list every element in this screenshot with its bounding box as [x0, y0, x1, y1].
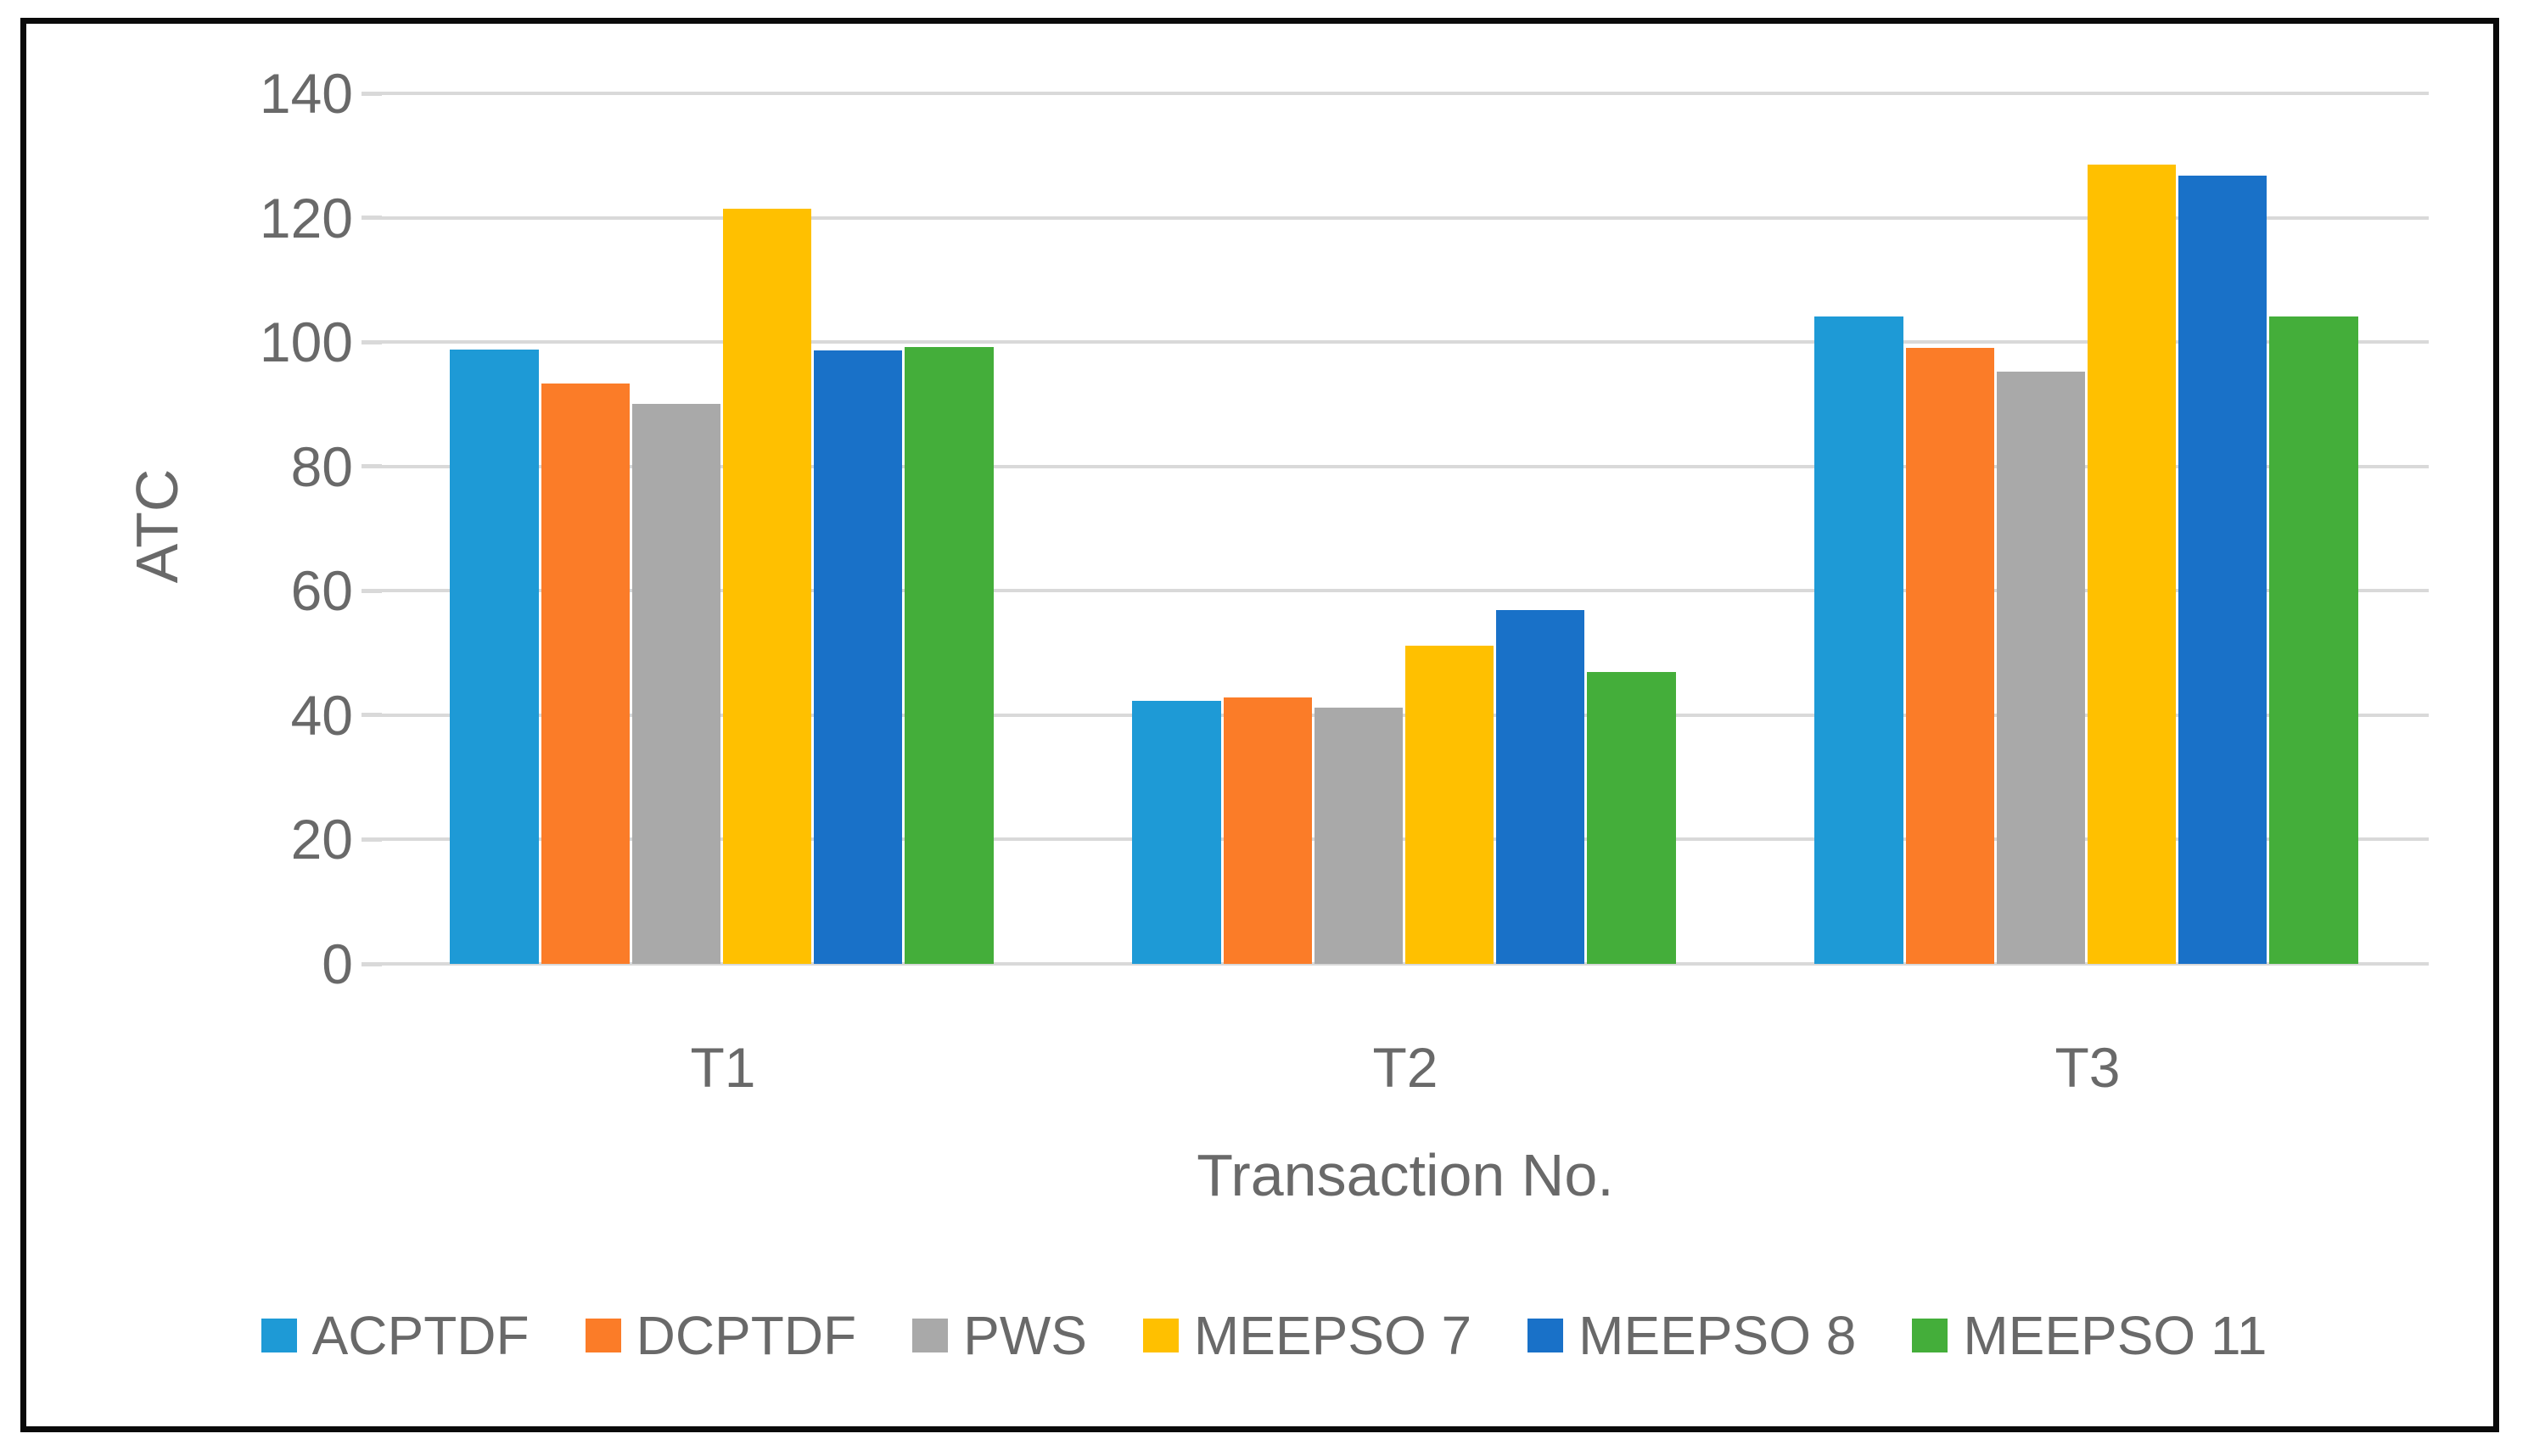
- legend-item-meepso-11: MEEPSO 11: [1912, 1304, 2267, 1367]
- bar-meepso-7-t1: [723, 208, 812, 964]
- y-tick-label-0: 0: [322, 932, 353, 995]
- gridline-60: [382, 589, 2429, 593]
- y-tick-label-40: 40: [290, 683, 353, 747]
- gridline-0: [382, 962, 2429, 966]
- legend-label: MEEPSO 7: [1193, 1305, 1472, 1366]
- y-axis-tick-40: [362, 713, 382, 718]
- y-axis-tick-0: [362, 961, 382, 966]
- legend-label: MEEPSO 11: [1963, 1305, 2267, 1366]
- y-tick-label-140: 140: [259, 62, 353, 125]
- legend-swatch-icon: [912, 1319, 949, 1352]
- bar-pws-t2: [1314, 708, 1403, 964]
- bar-acptdf-t3: [1814, 316, 1903, 964]
- legend-item-acptdf: ACPTDF: [261, 1304, 530, 1367]
- chart-outer-border: [20, 18, 2499, 1432]
- y-axis-tick-80: [362, 464, 382, 469]
- bar-dcptdf-t2: [1223, 697, 1312, 964]
- legend-swatch-icon: [585, 1319, 621, 1352]
- bar-acptdf-t1: [450, 349, 539, 964]
- legend-swatch-icon: [261, 1319, 297, 1352]
- bar-acptdf-t2: [1132, 701, 1221, 964]
- legend-swatch-icon: [1142, 1319, 1179, 1352]
- legend-label: DCPTDF: [636, 1305, 857, 1366]
- gridline-100: [382, 340, 2429, 344]
- x-tick-label-t3: T3: [2054, 1036, 2121, 1099]
- legend-label: PWS: [963, 1305, 1087, 1366]
- legend-swatch-icon: [1527, 1319, 1564, 1352]
- bar-pws-t3: [1996, 371, 2085, 964]
- y-axis-tick-20: [362, 837, 382, 842]
- legend-swatch-icon: [1912, 1319, 1948, 1352]
- bar-meepso-8-t3: [2178, 175, 2267, 964]
- bar-meepso-8-t2: [1496, 610, 1585, 964]
- y-axis-tick-120: [362, 216, 382, 221]
- gridline-80: [382, 464, 2429, 468]
- bar-dcptdf-t1: [541, 383, 630, 964]
- legend-item-pws: PWS: [912, 1304, 1087, 1367]
- bar-meepso-8-t1: [814, 350, 903, 964]
- legend-item-meepso-7: MEEPSO 7: [1142, 1304, 1472, 1367]
- bar-meepso-11-t1: [905, 347, 994, 964]
- bar-meepso-11-t3: [2269, 316, 2358, 964]
- y-axis-tick-140: [362, 91, 382, 96]
- gridline-140: [382, 92, 2429, 95]
- y-tick-label-120: 120: [259, 186, 353, 249]
- y-axis-title: ATC: [124, 468, 190, 584]
- legend-item-meepso-8: MEEPSO 8: [1527, 1304, 1856, 1367]
- legend-label: ACPTDF: [311, 1305, 530, 1366]
- y-tick-label-60: 60: [290, 559, 353, 623]
- legend-label: MEEPSO 8: [1578, 1305, 1857, 1366]
- y-tick-label-80: 80: [290, 434, 353, 498]
- bar-pws-t1: [631, 404, 720, 964]
- y-axis-tick-100: [362, 339, 382, 344]
- legend: ACPTDF DCPTDF PWS MEEPSO 7 MEEPSO 8 MEEPSO 11: [0, 1304, 2528, 1367]
- x-axis-title: Transaction No.: [1197, 1142, 1614, 1208]
- legend-item-dcptdf: DCPTDF: [585, 1304, 857, 1367]
- bar-meepso-7-t3: [2088, 164, 2177, 964]
- y-axis-tick-60: [362, 588, 382, 593]
- x-tick-label-t1: T1: [690, 1036, 756, 1099]
- bar-meepso-11-t2: [1587, 671, 1676, 964]
- bar-meepso-7-t2: [1405, 645, 1494, 964]
- bar-dcptdf-t3: [1905, 348, 1994, 964]
- y-tick-label-20: 20: [290, 808, 353, 871]
- gridline-120: [382, 216, 2429, 220]
- y-tick-label-100: 100: [259, 311, 353, 374]
- x-tick-label-t2: T2: [1372, 1036, 1438, 1099]
